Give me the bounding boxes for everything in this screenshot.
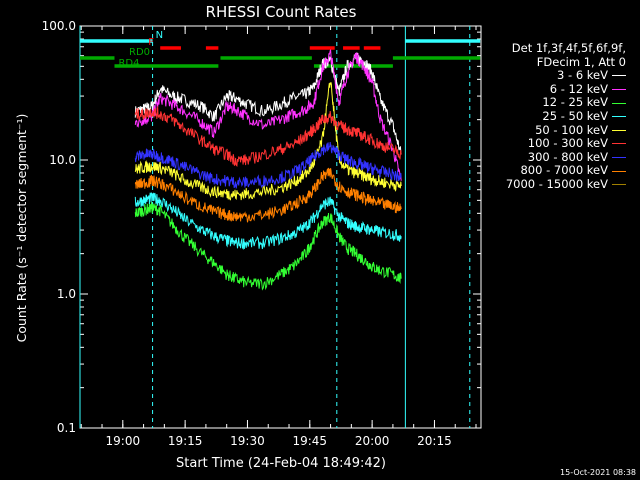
x-tick-label: 19:00 bbox=[106, 434, 141, 448]
legend-color-swatch bbox=[612, 157, 626, 159]
legend-entry-label: 6 - 12 keV bbox=[549, 81, 608, 96]
legend-entry: 300 - 800 keV bbox=[456, 149, 626, 165]
legend-header-text-2: FDecim 1, Att 0 bbox=[536, 54, 626, 69]
legend-color-swatch bbox=[612, 143, 626, 145]
legend-color-swatch bbox=[612, 116, 626, 118]
legend-color-swatch bbox=[612, 170, 626, 172]
x-tick-label: 19:30 bbox=[230, 434, 265, 448]
y-tick-label: 1.0 bbox=[57, 287, 76, 301]
legend-entry: 6 - 12 keV bbox=[456, 81, 626, 97]
legend-header-text-1: Det 1f,3f,4f,5f,6f,9f, bbox=[511, 41, 626, 55]
legend: Det 1f,3f,4f,5f,6f,9f, FDecim 1, Att 0 3… bbox=[456, 41, 626, 192]
legend-entry: 50 - 100 keV bbox=[456, 122, 626, 138]
legend-entry-label: 7000 - 15000 keV bbox=[505, 176, 608, 191]
legend-entry: 12 - 25 keV bbox=[456, 96, 626, 110]
legend-entry-label: 12 - 25 keV bbox=[542, 95, 608, 110]
legend-color-swatch bbox=[612, 89, 626, 91]
legend-entry-label: 50 - 100 keV bbox=[535, 122, 608, 137]
legend-entry: 800 - 7000 keV bbox=[456, 164, 626, 178]
legend-entry: 100 - 300 keV bbox=[456, 137, 626, 151]
y-axis-label: Count Rate (s⁻¹ detector segment⁻¹) bbox=[14, 114, 29, 343]
footer-timestamp: 15-Oct-2021 08:38 bbox=[560, 468, 636, 477]
x-tick-label: 20:15 bbox=[417, 434, 452, 448]
legend-entry-label: 25 - 50 keV bbox=[542, 108, 608, 123]
flag-bar-label: RD4 bbox=[118, 58, 139, 69]
x-tick-label: 19:15 bbox=[168, 434, 203, 448]
x-tick-label: 20:00 bbox=[355, 434, 390, 448]
series-line-7 bbox=[134, 167, 402, 223]
plot-frame bbox=[79, 25, 482, 429]
y-tick-label: 10.0 bbox=[49, 153, 76, 167]
y-tick-label: 0.1 bbox=[57, 421, 76, 435]
chart-title: RHESSI Count Rates bbox=[206, 3, 357, 21]
legend-entry: 25 - 50 keV bbox=[456, 108, 626, 124]
legend-color-swatch bbox=[612, 129, 626, 131]
flag-bar-label: RD0 bbox=[129, 47, 150, 58]
x-axis-label: Start Time (24-Feb-04 18:49:42) bbox=[176, 456, 386, 471]
legend-header-line-2: FDecim 1, Att 0 bbox=[456, 54, 626, 70]
flag-bar-label: N bbox=[156, 30, 163, 41]
series-line-6 bbox=[134, 142, 402, 189]
plot-area: 0.1 1.0 10.0 100.0 19:00 19:15 19:30 19:45 20:00… bbox=[42, 19, 482, 448]
series-line-5 bbox=[134, 105, 402, 168]
series-line-1 bbox=[134, 49, 402, 181]
series-line-3 bbox=[134, 192, 402, 250]
legend-entry-label: 3 - 6 keV bbox=[557, 68, 608, 83]
legend-entry-label: 800 - 7000 keV bbox=[520, 163, 608, 178]
legend-color-swatch bbox=[612, 102, 626, 104]
legend-header-line-1: Det 1f,3f,4f,5f,6f,9f, bbox=[456, 41, 626, 56]
series-line-2 bbox=[134, 202, 402, 291]
legend-color-swatch bbox=[612, 184, 626, 186]
legend-entry: 7000 - 15000 keV bbox=[456, 176, 626, 192]
legend-color-swatch bbox=[612, 75, 626, 77]
legend-entry-label: 100 - 300 keV bbox=[527, 136, 608, 151]
y-tick-label: 100.0 bbox=[42, 19, 76, 33]
legend-entry: 3 - 6 keV bbox=[456, 69, 626, 83]
flag-bar-label: F bbox=[148, 37, 154, 48]
series-line-4 bbox=[134, 82, 402, 201]
x-tick-label: 19:45 bbox=[292, 434, 327, 448]
legend-entry-label: 300 - 800 keV bbox=[527, 149, 608, 164]
